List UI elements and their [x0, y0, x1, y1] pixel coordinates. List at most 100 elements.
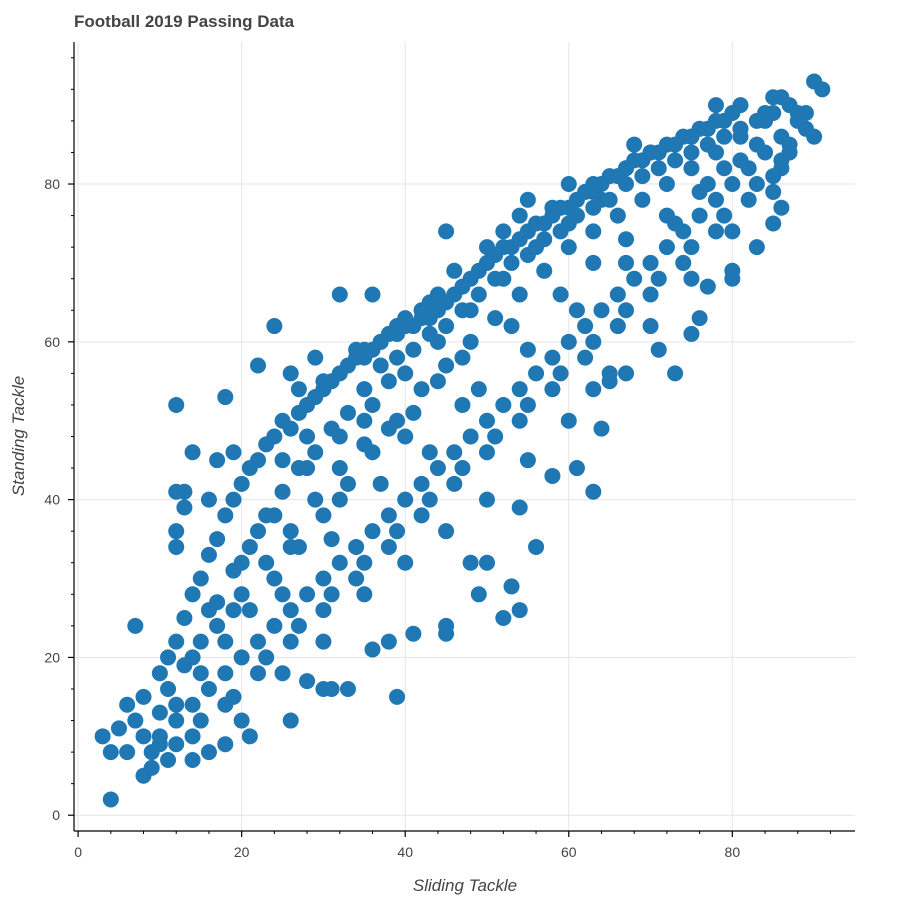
- data-point: [716, 207, 733, 224]
- data-point: [274, 665, 291, 682]
- data-point: [217, 736, 234, 753]
- data-point: [282, 712, 299, 729]
- data-point: [397, 428, 414, 445]
- data-point: [102, 791, 119, 808]
- data-point: [724, 105, 741, 122]
- data-point: [315, 602, 332, 619]
- data-point: [160, 751, 177, 768]
- data-point: [233, 649, 250, 666]
- data-point: [478, 412, 495, 429]
- data-point: [568, 302, 585, 319]
- data-point: [781, 144, 798, 161]
- data-point: [315, 633, 332, 650]
- data-point: [356, 412, 373, 429]
- data-point: [315, 680, 332, 697]
- data-point: [724, 176, 741, 193]
- data-point: [765, 183, 782, 200]
- data-point: [478, 554, 495, 571]
- data-point: [266, 617, 283, 634]
- data-point: [707, 191, 724, 208]
- data-point: [470, 381, 487, 398]
- data-point: [225, 602, 242, 619]
- data-point: [667, 365, 684, 382]
- data-point: [470, 586, 487, 603]
- data-point: [789, 112, 806, 129]
- y-tick-label: 40: [44, 492, 60, 508]
- chart-title: Football 2019 Passing Data: [74, 12, 295, 31]
- data-point: [127, 712, 144, 729]
- data-point: [151, 704, 168, 721]
- data-point: [380, 373, 397, 390]
- x-tick-label: 0: [74, 844, 82, 860]
- data-point: [217, 665, 234, 682]
- data-point: [478, 491, 495, 508]
- data-point: [94, 728, 111, 745]
- data-point: [160, 649, 177, 666]
- data-point: [487, 310, 504, 327]
- data-point: [716, 128, 733, 145]
- data-point: [634, 168, 651, 185]
- data-point: [438, 617, 455, 634]
- data-point: [568, 207, 585, 224]
- data-point: [380, 420, 397, 437]
- data-point: [626, 270, 643, 287]
- data-point: [323, 420, 340, 437]
- data-point: [274, 452, 291, 469]
- data-point: [511, 286, 528, 303]
- data-point: [405, 341, 422, 358]
- data-point: [642, 254, 659, 271]
- data-point: [315, 507, 332, 524]
- data-point: [102, 744, 119, 761]
- data-point: [168, 523, 185, 540]
- data-point: [282, 538, 299, 555]
- data-point: [421, 491, 438, 508]
- data-point: [528, 538, 545, 555]
- data-point: [241, 602, 258, 619]
- data-point: [560, 239, 577, 256]
- data-point: [519, 191, 536, 208]
- data-point: [552, 365, 569, 382]
- data-point: [421, 444, 438, 461]
- data-point: [560, 333, 577, 350]
- data-point: [446, 262, 463, 279]
- data-point: [577, 318, 594, 335]
- data-point: [290, 381, 307, 398]
- data-point: [544, 381, 561, 398]
- y-tick-label: 0: [52, 807, 60, 823]
- data-point: [184, 586, 201, 603]
- data-point: [585, 483, 602, 500]
- data-point: [519, 452, 536, 469]
- data-point: [609, 207, 626, 224]
- data-point: [732, 120, 749, 137]
- data-point: [200, 744, 217, 761]
- data-point: [389, 523, 406, 540]
- data-point: [454, 396, 471, 413]
- data-point: [454, 460, 471, 477]
- data-point: [184, 728, 201, 745]
- data-point: [274, 483, 291, 500]
- data-point: [511, 207, 528, 224]
- data-point: [176, 609, 193, 626]
- data-point: [389, 688, 406, 705]
- data-point: [438, 223, 455, 240]
- data-point: [290, 617, 307, 634]
- data-point: [282, 633, 299, 650]
- data-point: [356, 436, 373, 453]
- data-point: [585, 381, 602, 398]
- data-point: [209, 594, 226, 611]
- data-point: [487, 270, 504, 287]
- data-point: [348, 538, 365, 555]
- data-point: [618, 176, 635, 193]
- data-point: [699, 176, 716, 193]
- data-point: [200, 491, 217, 508]
- data-point: [446, 444, 463, 461]
- data-point: [200, 546, 217, 563]
- data-point: [282, 602, 299, 619]
- data-point: [135, 688, 152, 705]
- data-point: [397, 554, 414, 571]
- data-point: [225, 491, 242, 508]
- data-point: [683, 144, 700, 161]
- data-point: [585, 223, 602, 240]
- data-point: [168, 696, 185, 713]
- data-point: [765, 105, 782, 122]
